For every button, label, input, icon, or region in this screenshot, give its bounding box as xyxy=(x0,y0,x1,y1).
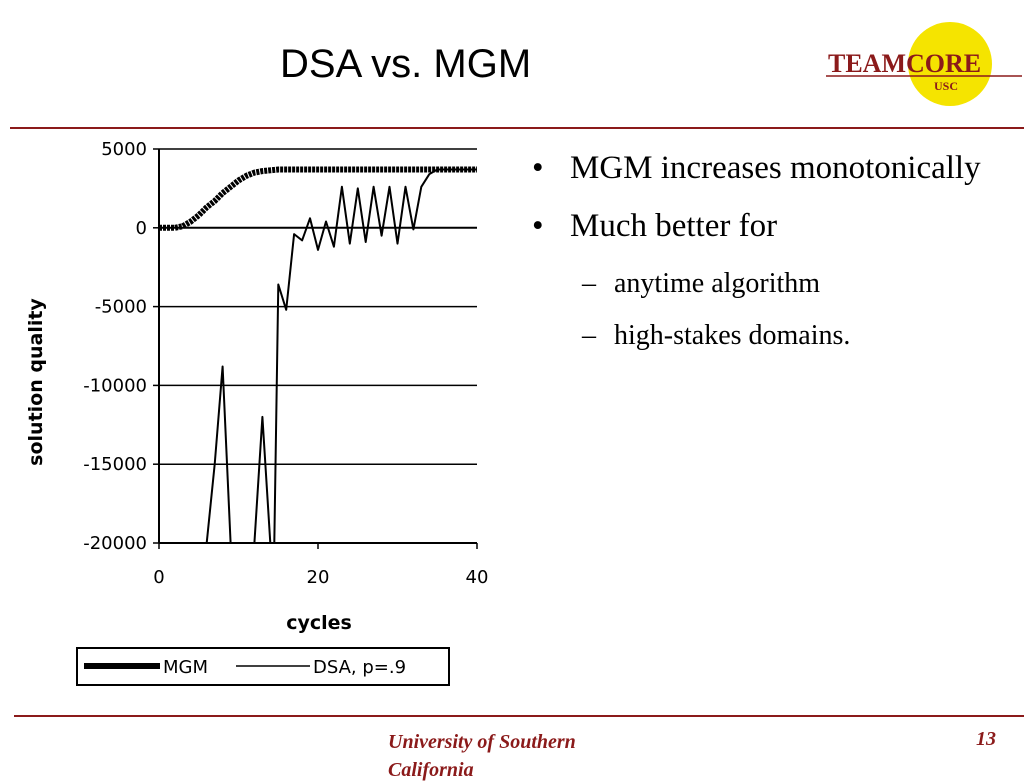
bullet-text: Much better for xyxy=(570,208,778,244)
sub-bullet-marker: – xyxy=(582,320,596,351)
chart-legend: MGM DSA, p=.9 xyxy=(76,647,450,686)
x-axis-label: cycles xyxy=(286,612,352,634)
bullet-text: MGM increases monotonically xyxy=(570,150,981,186)
legend-label-mgm: MGM xyxy=(163,657,208,678)
sub-bullet-text: high-stakes domains. xyxy=(614,320,851,351)
y-tick-label: -5000 xyxy=(95,297,147,318)
y-tick-label: 0 xyxy=(136,218,147,239)
x-tick-label: 20 xyxy=(307,567,330,588)
y-tick-label: 5000 xyxy=(101,139,147,160)
sub-bullet-item: – anytime algorithm xyxy=(530,264,1010,304)
logo-subtext: USC xyxy=(934,79,958,93)
logo-circle xyxy=(908,22,992,106)
series-lines xyxy=(159,166,477,544)
sub-bullet-text: anytime algorithm xyxy=(614,268,821,299)
header-rule xyxy=(10,127,1024,129)
y-axis-label: solution quality xyxy=(25,298,47,466)
y-tick-label: -10000 xyxy=(83,375,147,396)
series-line-mgm xyxy=(159,166,477,231)
page-number: 13 xyxy=(976,728,996,750)
grid-lines xyxy=(159,148,477,465)
y-tick-label: -20000 xyxy=(83,533,147,554)
sub-bullet-marker: – xyxy=(582,268,596,299)
bullet-marker: • xyxy=(532,150,544,186)
footer-rule xyxy=(14,715,1024,717)
x-tick-label: 40 xyxy=(466,567,489,588)
footer-university: University of Southern California xyxy=(388,731,576,781)
logo-text: TEAMCORE xyxy=(828,49,981,78)
series-line-dsa xyxy=(159,168,477,544)
solution-quality-chart: 5000 0 -5000 -10000 -15000 -20000 0 20 40 cycles… xyxy=(25,139,488,686)
bullet-item: • Much better for xyxy=(530,200,1010,252)
teamcore-logo: TEAMCORE USC xyxy=(826,22,1022,106)
x-tick-label: 0 xyxy=(153,567,164,588)
legend-label-dsa: DSA, p=.9 xyxy=(313,657,406,678)
tick-labels: 5000 0 -5000 -10000 -15000 -20000 0 20 40 xyxy=(83,139,488,588)
bullet-item: • MGM increases monotonically xyxy=(530,142,1010,194)
slide-title: DSA vs. MGM xyxy=(280,42,532,86)
bullet-list: • MGM increases monotonically • Much bet… xyxy=(530,142,1010,356)
sub-bullet-item: – high-stakes domains. xyxy=(530,316,1010,356)
bullet-marker: • xyxy=(532,208,544,244)
y-tick-label: -15000 xyxy=(83,454,147,475)
